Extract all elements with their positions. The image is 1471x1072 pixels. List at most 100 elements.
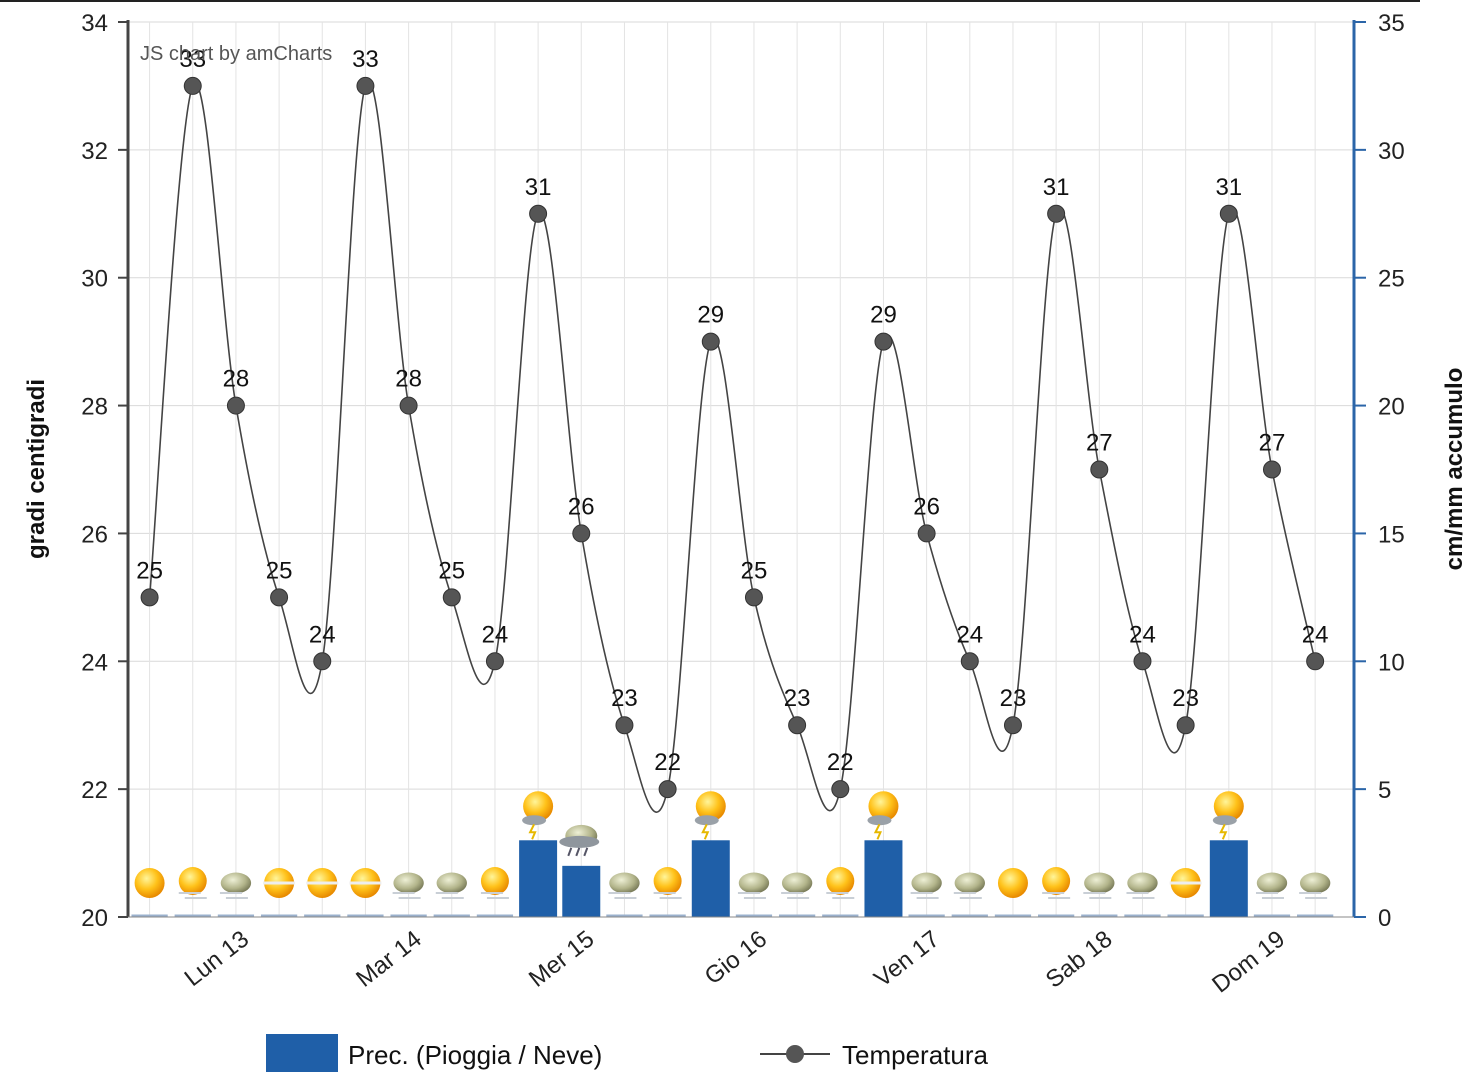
sun-cloud-icon (653, 867, 682, 899)
temperature-label: 31 (1215, 174, 1242, 201)
sun-shape (178, 867, 207, 895)
temperature-label: 22 (827, 749, 854, 776)
legend-precip-swatch[interactable] (266, 1034, 338, 1072)
temperature-point[interactable] (788, 716, 807, 735)
temperature-point[interactable] (1090, 460, 1109, 479)
temperature-line (140, 76, 1325, 813)
legend: Prec. (Pioggia / Neve) Temperatura (266, 1034, 988, 1072)
cloud-sun-icon (1126, 872, 1158, 899)
temperature-point[interactable] (270, 588, 289, 607)
x-tick-label: Mar 14 (351, 925, 426, 992)
legend-temp-marker[interactable] (786, 1045, 804, 1063)
temperature-label: 24 (309, 621, 336, 648)
temperature-label: 25 (136, 557, 163, 584)
temperature-point[interactable] (1219, 204, 1238, 223)
cloud-shape (694, 815, 719, 826)
grid (128, 21, 1354, 917)
bolt-shape (528, 823, 537, 840)
temperature-point[interactable] (917, 524, 936, 543)
temperature-point[interactable] (442, 588, 461, 607)
sun-shape (480, 867, 509, 895)
temperature-point[interactable] (1003, 716, 1022, 735)
temperature-point[interactable] (313, 652, 332, 671)
temperature-point[interactable] (140, 588, 159, 607)
temperature-point[interactable] (744, 588, 763, 607)
temperature-curve (148, 81, 1316, 813)
precip-bar[interactable] (1209, 840, 1248, 917)
temperature-label: 27 (1259, 430, 1286, 457)
temperature-point[interactable] (1306, 652, 1325, 671)
sun-icon (997, 868, 1028, 898)
temperature-label: 23 (1172, 685, 1199, 712)
y-right-tick-label: 35 (1378, 10, 1405, 37)
temperature-label: 24 (1129, 621, 1156, 648)
sun-storm-icon (1212, 791, 1244, 840)
temperature-label: 29 (870, 302, 897, 329)
temperature-point[interactable] (1262, 460, 1281, 479)
cloud-shape (1299, 872, 1331, 894)
temperature-label: 26 (913, 493, 940, 520)
temperature-point[interactable] (1133, 652, 1152, 671)
x-tick-label: Sab 18 (1041, 925, 1118, 993)
y-left-tick-label: 34 (81, 10, 108, 37)
temperature-point[interactable] (831, 780, 850, 799)
temperature-point[interactable] (874, 332, 893, 351)
cloud-shape (738, 872, 770, 894)
temperature-point[interactable] (701, 332, 720, 351)
y-right-tick-label: 15 (1378, 521, 1405, 548)
temperature-label: 23 (611, 685, 638, 712)
y-right-tick-label: 20 (1378, 394, 1405, 421)
temperature-label: 23 (784, 685, 811, 712)
sun-shape (1213, 791, 1244, 822)
cloud-sun-icon (737, 872, 770, 899)
sun-haze-icon (1169, 868, 1202, 898)
temperature-label: 29 (697, 302, 724, 329)
cloud-shape (559, 835, 600, 848)
temperature-label: 22 (654, 749, 681, 776)
temperature-label: 33 (179, 46, 206, 73)
bolt-shape (701, 823, 710, 840)
temperature-point[interactable] (183, 76, 202, 95)
temperature-point[interactable] (356, 76, 375, 95)
temperature-point[interactable] (960, 652, 979, 671)
precip-bar[interactable] (519, 840, 558, 917)
temperature-label: 31 (1043, 174, 1070, 201)
temperature-point[interactable] (1176, 716, 1195, 735)
cloud-shape (522, 815, 547, 826)
precipitation-bars (131, 840, 1334, 918)
legend-temp-label[interactable]: Temperatura (842, 1040, 988, 1070)
temperature-point[interactable] (658, 780, 677, 799)
temperature-label: 24 (956, 621, 983, 648)
cloud-sun-icon (392, 872, 424, 899)
bolt-shape (1219, 823, 1228, 840)
y-left-tick-label: 22 (81, 777, 108, 804)
temperature-label: 25 (438, 557, 465, 584)
y-right-tick-label: 30 (1378, 138, 1405, 165)
temperature-point[interactable] (615, 716, 634, 735)
temperature-point[interactable] (529, 204, 548, 223)
sun-cloud-icon (178, 867, 207, 899)
temperature-point[interactable] (485, 652, 504, 671)
precip-bar[interactable] (691, 840, 730, 917)
cloud-shape (393, 872, 424, 894)
precip-bar[interactable] (562, 865, 601, 917)
sun-shape (826, 867, 855, 895)
y-left-tick-label: 26 (81, 521, 108, 548)
temperature-point[interactable] (226, 396, 245, 415)
temperature-point[interactable] (1047, 204, 1066, 223)
cloud-sun-icon (1083, 872, 1115, 899)
temperature-point[interactable] (399, 396, 418, 415)
precip-bar[interactable] (864, 840, 903, 917)
chart-credit[interactable]: JS chart by amCharts (140, 43, 332, 65)
temperature-label: 26 (568, 493, 595, 520)
sun-shape (868, 791, 899, 822)
y-right-tick-label: 5 (1378, 777, 1391, 804)
sun-shape (695, 791, 726, 822)
cloud-shape (1127, 872, 1158, 894)
y-left-title: gradi centigradi (23, 379, 50, 559)
cloud-shape (436, 872, 467, 894)
legend-precip-label[interactable]: Prec. (Pioggia / Neve) (348, 1040, 602, 1070)
temperature-label: 25 (741, 557, 768, 584)
temperature-point[interactable] (572, 524, 591, 543)
